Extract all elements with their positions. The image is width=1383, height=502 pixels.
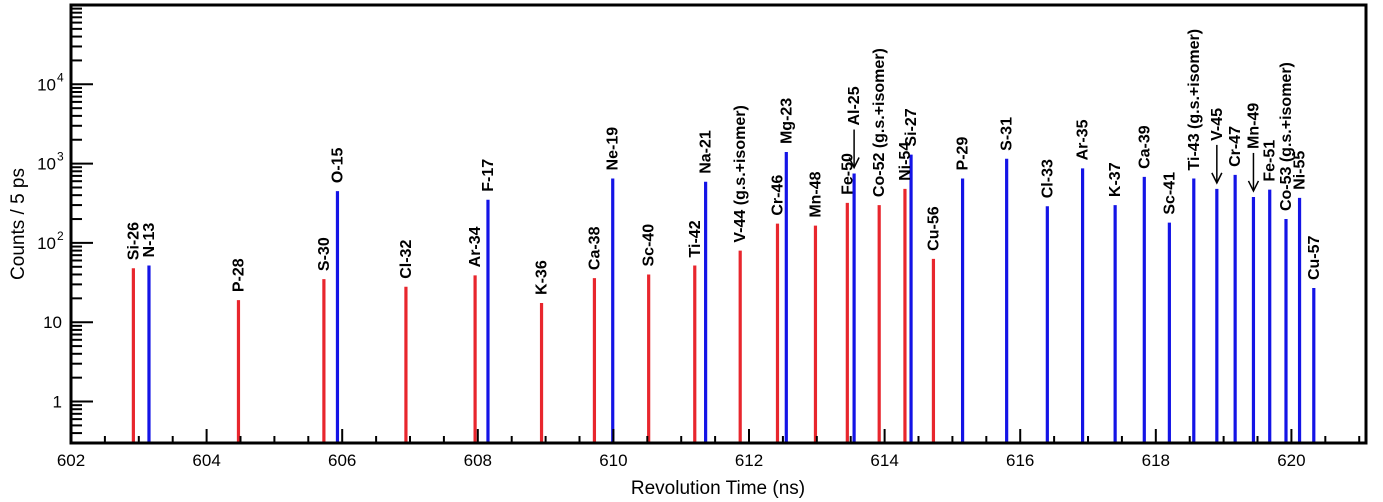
arrow-head: [1211, 172, 1223, 185]
x-tick-label: 614: [870, 451, 898, 470]
peak-label: K-36: [534, 260, 551, 295]
peak-label: Si-27: [903, 108, 920, 146]
x-axis-ticks: 602 604 606 608 610 612 614 616 618 620: [57, 429, 1361, 470]
x-tick-label: 620: [1277, 451, 1305, 470]
peak-label: Cr-47: [1227, 126, 1244, 167]
peak-label: P-28: [230, 258, 247, 292]
peak-label: Ti-43 (g.s.+isomer): [1186, 29, 1203, 171]
peak-label: Co-53 (g.s.+isomer): [1278, 62, 1295, 211]
peak-labels: Si-26N-13 P-28 S-30 O-15 Cl-32 Ar-34 F-17 K-36 C…: [125, 29, 1322, 295]
y-axis-title: Counts / 5 ps: [8, 168, 29, 280]
peak-label: Cu-57: [1306, 235, 1323, 280]
y-tick-label: 10: [37, 75, 56, 94]
arrow-head: [1247, 180, 1260, 193]
arrow-head: [848, 157, 860, 170]
x-tick-label: 618: [1142, 451, 1170, 470]
peak-label: Ar-35: [1075, 119, 1092, 160]
peak-label: Al-25: [846, 86, 863, 125]
peak-label: Ar-34: [467, 226, 484, 267]
y-tick-exponent: 2: [57, 229, 64, 243]
peak-label: V-45: [1209, 108, 1226, 141]
peak-label: K-37: [1107, 162, 1124, 197]
peak-marks: [131, 152, 1316, 443]
peak-label: Ca-39: [1136, 125, 1153, 169]
peak-label: Co-52 (g.s.+isomer): [871, 48, 888, 197]
peak-label: F-17: [480, 159, 497, 192]
x-tick-label: 616: [1006, 451, 1034, 470]
x-tick-label: 612: [735, 451, 763, 470]
y-tick-label: 10: [37, 155, 56, 174]
y-tick-label: 10: [37, 234, 56, 253]
y-tick-exponent: 4: [57, 70, 64, 84]
peak-label: Mn-49: [1245, 103, 1262, 149]
peak-label: Fe-51: [1262, 140, 1279, 182]
peak-label: Ti-42: [687, 220, 704, 257]
peak-label: Sc-41: [1161, 172, 1178, 215]
x-tick-label: 608: [464, 451, 492, 470]
peak-label: P-29: [955, 137, 972, 171]
x-tick-label: 610: [599, 451, 627, 470]
peak-label: Na-21: [698, 130, 715, 174]
peak-label: Ne-19: [605, 127, 622, 171]
peak-label: Ni-54: [897, 142, 914, 181]
peak-label: V-44 (g.s.+isomer): [732, 105, 749, 242]
x-tick-label: 606: [328, 451, 356, 470]
y-tick-exponent: 3: [57, 150, 64, 164]
x-axis-title: Revolution Time (ns): [631, 478, 805, 499]
peak-label: Cl-33: [1039, 159, 1056, 198]
peak-label: S-30: [316, 237, 333, 271]
x-tick-label: 602: [57, 451, 85, 470]
peak-label: Mg-23: [778, 98, 795, 144]
y-tick-label: 10: [43, 313, 62, 332]
peak-label: Ca-38: [586, 226, 603, 270]
peak-label: Cl-32: [398, 240, 415, 279]
peak-label: Mn-48: [807, 171, 824, 217]
peak-label: S-31: [999, 117, 1016, 151]
peak-label: Cu-56: [925, 206, 942, 251]
peak-label: N-13: [141, 223, 158, 258]
y-tick-label: 1: [53, 393, 62, 412]
peak-label: Si-26: [125, 222, 142, 260]
plot-frame: [69, 3, 1368, 445]
peak-label: Sc-40: [641, 224, 658, 267]
peak-label: Ni-55: [1292, 151, 1309, 190]
x-tick-label: 604: [192, 451, 220, 470]
peak-label: Cr-46: [769, 175, 786, 216]
peak-label: O-15: [329, 147, 346, 183]
